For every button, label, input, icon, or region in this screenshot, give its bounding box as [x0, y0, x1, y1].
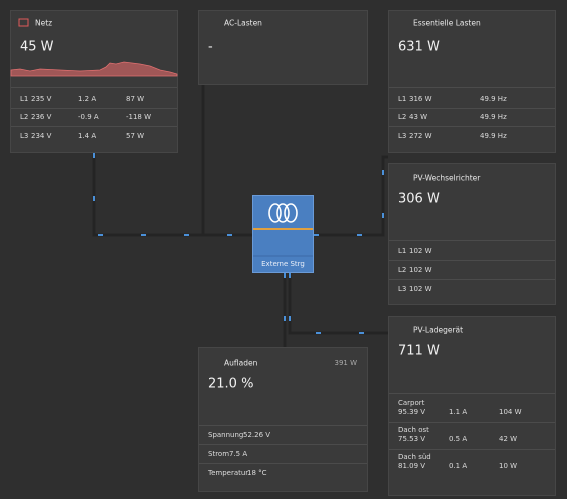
- row-value: 272 W: [409, 132, 432, 140]
- panel-title: PV-Ladegerät: [413, 325, 464, 335]
- row-value: 235 V: [31, 95, 52, 103]
- sparkline-netz: [10, 61, 178, 77]
- row-value: 49.9 Hz: [480, 113, 507, 121]
- panel-value: -: [208, 39, 213, 55]
- row-label: L3: [398, 132, 407, 140]
- row-label: L1: [398, 247, 407, 255]
- panel-title: AC-Lasten: [224, 18, 262, 28]
- row-label: Spannung: [208, 431, 244, 439]
- separator: [11, 126, 177, 127]
- inverter-label: Externe Strg: [261, 260, 305, 268]
- battery-power: 391 W: [334, 359, 357, 367]
- inverter[interactable]: [252, 195, 314, 273]
- panel-value: 21.0 %: [208, 376, 254, 392]
- row-label: L1: [20, 95, 29, 103]
- wires: [92, 85, 388, 347]
- separator: [199, 444, 367, 445]
- separator: [389, 449, 555, 450]
- wire: [92, 153, 252, 237]
- row-value: 87 W: [126, 95, 145, 103]
- row-value: 1.2 A: [78, 95, 97, 103]
- icon-grid: [18, 18, 29, 27]
- panel-value: 306 W: [398, 191, 440, 207]
- row-value: 18 °C: [247, 469, 267, 477]
- panel-value: 711 W: [398, 343, 440, 359]
- separator: [389, 260, 555, 261]
- row-label: L3: [20, 132, 29, 140]
- panel-title: PV-Wechselrichter: [413, 173, 481, 183]
- tracker-value: 81.09 V: [398, 462, 426, 470]
- row-value: 52.26 V: [243, 431, 271, 439]
- separator: [389, 87, 555, 88]
- panel-essentielle-lasten[interactable]: [388, 10, 556, 153]
- separator: [389, 422, 555, 423]
- separator: [11, 108, 177, 109]
- row-label: L2: [398, 266, 407, 274]
- panel-battery[interactable]: [198, 347, 368, 492]
- row-value: 234 V: [31, 132, 52, 140]
- panel-ac-lasten[interactable]: [198, 10, 368, 85]
- row-value: 102 W: [409, 247, 432, 255]
- panel-value: 45 W: [20, 39, 54, 55]
- tracker-value: 1.1 A: [449, 408, 468, 416]
- separator: [389, 279, 555, 280]
- panel-pv-ladegeraet[interactable]: [388, 316, 556, 496]
- separator: [389, 126, 555, 127]
- panel-title: Netz: [35, 18, 53, 28]
- tracker-name: Carport: [398, 399, 425, 407]
- tracker-value: 42 W: [499, 435, 518, 443]
- row-value: 236 V: [31, 113, 52, 121]
- wire: [314, 155, 388, 237]
- row-value: -118 W: [126, 113, 152, 121]
- panel-pv-wechselrichter[interactable]: [388, 163, 556, 305]
- row-value: 102 W: [409, 266, 432, 274]
- row-label: L3: [398, 285, 407, 293]
- tracker-name: Dach ost: [398, 426, 429, 434]
- row-label: L2: [398, 113, 407, 121]
- row-label: L2: [20, 113, 29, 121]
- row-value: 49.9 Hz: [480, 132, 507, 140]
- row-label: L1: [398, 95, 407, 103]
- row-value: -0.9 A: [78, 113, 99, 121]
- separator: [389, 240, 555, 241]
- inverter-logo: [268, 203, 298, 223]
- panel-title: Aufladen: [224, 358, 258, 368]
- row-value: 7.5 A: [229, 450, 248, 458]
- separator: [199, 463, 367, 464]
- row-value: 1.4 A: [78, 132, 97, 140]
- separator: [199, 425, 367, 426]
- separator: [389, 393, 555, 394]
- row-value: 102 W: [409, 285, 432, 293]
- tracker-value: 75.53 V: [398, 435, 426, 443]
- panel-netz[interactable]: [10, 10, 178, 153]
- tracker-value: 104 W: [499, 408, 522, 416]
- row-value: 43 W: [409, 113, 428, 121]
- tracker-value: 95.39 V: [398, 408, 426, 416]
- tracker-value: 10 W: [499, 462, 518, 470]
- tracker-name: Dach süd: [398, 453, 431, 461]
- row-value: 316 W: [409, 95, 432, 103]
- row-value: 49.9 Hz: [480, 95, 507, 103]
- tracker-value: 0.5 A: [449, 435, 468, 443]
- panel-value: 631 W: [398, 39, 440, 55]
- row-label: Strom: [208, 450, 230, 458]
- wire: [288, 273, 388, 335]
- panel-title: Essentielle Lasten: [413, 18, 481, 28]
- tracker-value: 0.1 A: [449, 462, 468, 470]
- row-value: 57 W: [126, 132, 145, 140]
- separator: [389, 108, 555, 109]
- separator: [11, 87, 177, 88]
- row-label: Temperatur: [208, 469, 249, 477]
